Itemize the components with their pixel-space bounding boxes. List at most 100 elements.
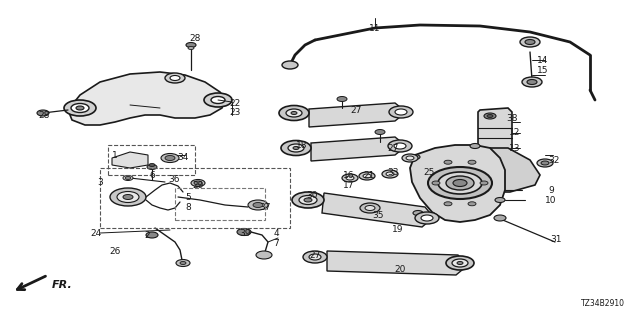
Text: 7: 7: [273, 239, 279, 249]
Circle shape: [444, 202, 452, 206]
Text: 34: 34: [177, 153, 189, 162]
Circle shape: [248, 200, 268, 210]
Circle shape: [527, 79, 537, 84]
Text: 13: 13: [509, 143, 521, 153]
Circle shape: [146, 232, 158, 238]
Circle shape: [446, 256, 474, 270]
Polygon shape: [309, 103, 400, 127]
Circle shape: [495, 197, 505, 203]
Text: 29: 29: [192, 180, 204, 189]
Circle shape: [117, 191, 139, 203]
Text: 28: 28: [189, 34, 201, 43]
Circle shape: [468, 202, 476, 206]
Text: 37: 37: [259, 203, 271, 212]
Text: 31: 31: [550, 236, 562, 244]
Text: 2: 2: [144, 231, 150, 241]
Circle shape: [303, 251, 327, 263]
Circle shape: [204, 93, 232, 107]
Circle shape: [468, 160, 476, 164]
Circle shape: [309, 254, 321, 260]
Circle shape: [541, 161, 549, 165]
Text: 18: 18: [296, 140, 308, 149]
Circle shape: [525, 39, 535, 44]
Text: 38: 38: [506, 114, 518, 123]
Text: 27: 27: [350, 106, 362, 115]
Circle shape: [484, 113, 496, 119]
Circle shape: [288, 144, 304, 152]
Circle shape: [395, 109, 407, 115]
Text: 14: 14: [538, 55, 548, 65]
Circle shape: [37, 110, 49, 116]
Text: 6: 6: [149, 171, 155, 180]
Circle shape: [522, 77, 542, 87]
Polygon shape: [470, 148, 540, 192]
Circle shape: [176, 260, 190, 267]
Circle shape: [537, 159, 553, 167]
Circle shape: [123, 175, 133, 180]
Circle shape: [291, 111, 297, 115]
Circle shape: [253, 203, 263, 207]
Text: 3: 3: [97, 178, 103, 187]
Text: 33: 33: [387, 167, 399, 177]
Circle shape: [110, 188, 146, 206]
Circle shape: [282, 61, 298, 69]
Circle shape: [402, 154, 418, 162]
Text: 36: 36: [168, 174, 180, 183]
Circle shape: [299, 196, 317, 204]
Text: 27: 27: [309, 251, 321, 260]
Circle shape: [71, 103, 89, 113]
Text: 25: 25: [423, 167, 435, 177]
Circle shape: [180, 261, 186, 265]
Circle shape: [165, 156, 175, 161]
Text: FR.: FR.: [52, 280, 73, 290]
Circle shape: [432, 181, 440, 185]
Text: 32: 32: [548, 156, 560, 164]
Circle shape: [186, 43, 196, 47]
Text: 20: 20: [394, 266, 406, 275]
Text: 22: 22: [229, 99, 241, 108]
Circle shape: [410, 155, 420, 159]
Circle shape: [487, 115, 493, 117]
Polygon shape: [478, 108, 512, 152]
Text: 19: 19: [392, 226, 404, 235]
Circle shape: [452, 259, 468, 267]
Circle shape: [413, 211, 423, 215]
Circle shape: [494, 215, 506, 221]
Circle shape: [191, 180, 205, 187]
Circle shape: [293, 147, 299, 149]
Text: 21: 21: [364, 171, 374, 180]
Circle shape: [279, 106, 309, 121]
Circle shape: [188, 46, 194, 50]
Text: 17: 17: [343, 180, 355, 189]
Circle shape: [149, 164, 155, 166]
Polygon shape: [112, 152, 148, 168]
Circle shape: [365, 205, 375, 211]
Circle shape: [342, 174, 358, 182]
Circle shape: [363, 174, 371, 178]
Circle shape: [304, 198, 312, 202]
Circle shape: [76, 106, 84, 110]
Circle shape: [170, 76, 180, 81]
Circle shape: [470, 143, 480, 148]
Circle shape: [382, 170, 398, 178]
Circle shape: [415, 212, 439, 224]
Text: 30: 30: [307, 191, 317, 201]
Polygon shape: [322, 193, 430, 227]
Circle shape: [453, 180, 467, 187]
Text: 24: 24: [90, 228, 102, 237]
Text: 8: 8: [185, 203, 191, 212]
Text: 12: 12: [509, 127, 521, 137]
Circle shape: [123, 195, 133, 199]
Circle shape: [457, 261, 463, 265]
Circle shape: [444, 160, 452, 164]
Circle shape: [386, 172, 394, 176]
Circle shape: [165, 73, 185, 83]
Circle shape: [161, 154, 179, 163]
Text: 28: 28: [38, 110, 50, 119]
Circle shape: [286, 109, 302, 117]
Circle shape: [480, 181, 488, 185]
Circle shape: [446, 176, 474, 190]
Circle shape: [256, 251, 272, 259]
Circle shape: [194, 181, 202, 185]
Text: 23: 23: [229, 108, 241, 116]
